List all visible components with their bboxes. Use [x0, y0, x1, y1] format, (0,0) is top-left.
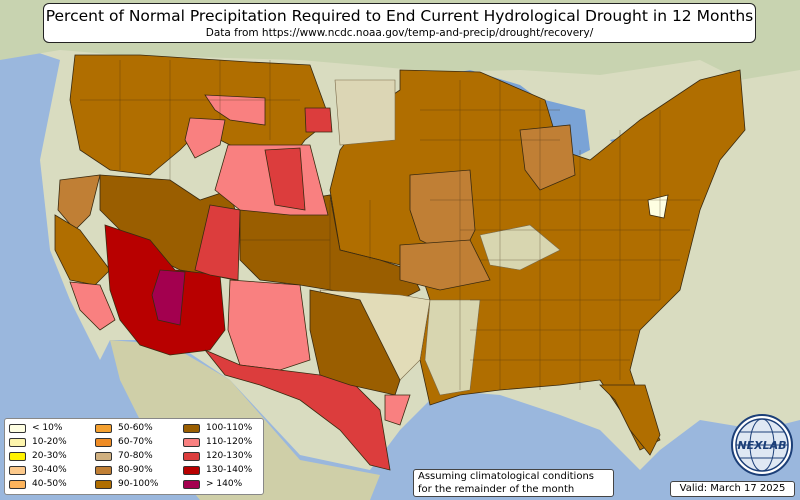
- legend-label: 60-70%: [118, 437, 153, 447]
- assumption-note: Assuming climatological conditions for t…: [413, 469, 614, 497]
- logo-graphic: NEXLAB: [735, 418, 789, 472]
- region-nm-120-130: [194, 204, 241, 281]
- legend-item: 60-70%: [95, 436, 153, 448]
- legend-label: 120-130%: [206, 451, 253, 461]
- legend-label: 80-90%: [118, 465, 153, 475]
- legend-swatch: [183, 423, 200, 433]
- legend-label: 70-80%: [118, 451, 153, 461]
- legend-item: 20-30%: [9, 450, 67, 462]
- legend-swatch: [9, 465, 26, 475]
- legend-item: 40-50%: [9, 478, 67, 490]
- region-idaho-110-120: [184, 117, 226, 159]
- logo-text: NEXLAB: [737, 439, 786, 452]
- legend-swatch: [95, 451, 112, 461]
- legend-swatch: [9, 479, 26, 489]
- legend-swatch: [9, 437, 26, 447]
- globe-logo-icon: NEXLAB: [731, 414, 793, 476]
- region-michigan-80-90: [519, 124, 576, 191]
- legend-item: < 10%: [9, 422, 62, 434]
- legend-item: 10-20%: [9, 436, 67, 448]
- region-houston-110-120: [384, 394, 411, 426]
- legend-label: 30-40%: [32, 465, 67, 475]
- legend-item: 80-90%: [95, 464, 153, 476]
- legend-item: 30-40%: [9, 464, 67, 476]
- county-lines: [80, 60, 700, 390]
- assumption-line-1: Assuming climatological conditions: [418, 471, 594, 482]
- region-wyo-120-130: [264, 147, 306, 211]
- legend-swatch: [95, 437, 112, 447]
- legend-item: 130-140%: [183, 464, 252, 476]
- assumption-line-2: for the remainder of the month: [418, 483, 575, 495]
- region-sd-120-130: [304, 107, 333, 133]
- legend-item: 100-110%: [183, 422, 252, 434]
- legend: < 10% 10-20% 20-30% 30-40% 40-50% 50-60% 60-70…: [4, 418, 264, 495]
- legend-swatch: [95, 465, 112, 475]
- legend-label: 100-110%: [206, 423, 253, 433]
- legend-swatch: [9, 451, 26, 461]
- map-source: Data from https://www.ncdc.noaa.gov/temp…: [205, 27, 594, 39]
- region-nm-110-120: [227, 279, 311, 371]
- legend-swatch: [95, 479, 112, 489]
- legend-item: > 140%: [183, 478, 242, 490]
- legend-label: 10-20%: [32, 437, 67, 447]
- region-az-over140: [151, 269, 186, 326]
- region-florida-90-100: [599, 384, 661, 456]
- legend-swatch: [183, 451, 200, 461]
- legend-label: 110-120%: [206, 437, 253, 447]
- title-box: Percent of Normal Precipitation Required…: [43, 3, 756, 43]
- legend-swatch: [183, 465, 200, 475]
- map-title: Percent of Normal Precipitation Required…: [45, 7, 754, 25]
- legend-swatch: [95, 423, 112, 433]
- legend-label: 130-140%: [206, 465, 253, 475]
- legend-item: 90-100%: [95, 478, 158, 490]
- legend-label: 50-60%: [118, 423, 153, 433]
- region-socal-110-120: [69, 281, 116, 331]
- region-md-none: [647, 194, 669, 219]
- region-missouri-80-90: [399, 239, 491, 291]
- legend-label: 40-50%: [32, 479, 67, 489]
- legend-label: 90-100%: [118, 479, 159, 489]
- legend-label: 20-30%: [32, 451, 67, 461]
- valid-date: Valid: March 17 2025: [670, 481, 795, 497]
- region-nd-none: [334, 79, 396, 146]
- legend-item: 70-80%: [95, 450, 153, 462]
- legend-label: > 140%: [206, 479, 243, 489]
- legend-swatch: [9, 423, 26, 433]
- legend-item: 120-130%: [183, 450, 252, 462]
- region-ncal-80-90: [57, 174, 101, 231]
- legend-swatch: [183, 437, 200, 447]
- legend-swatch: [183, 479, 200, 489]
- legend-item: 110-120%: [183, 436, 252, 448]
- legend-item: 50-60%: [95, 422, 153, 434]
- legend-label: < 10%: [32, 423, 63, 433]
